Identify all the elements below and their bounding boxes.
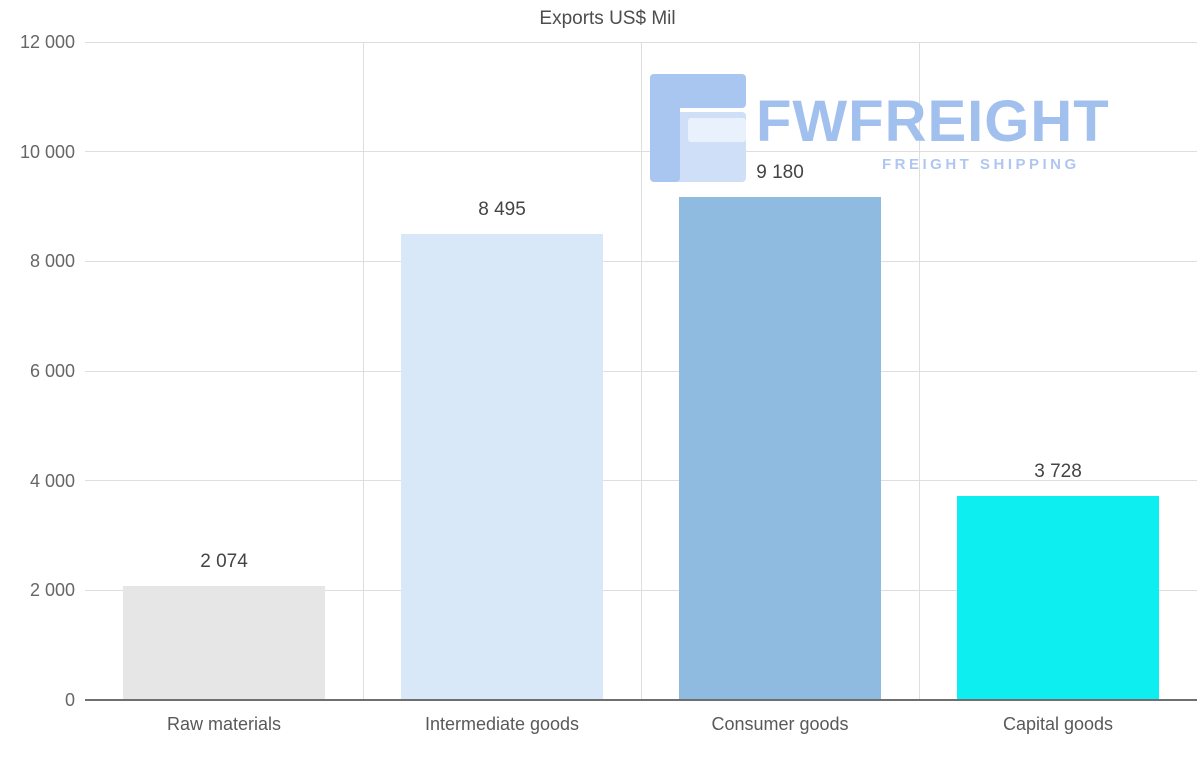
y-tick-label: 12 000 bbox=[19, 32, 75, 52]
y-tick-label: 0 bbox=[64, 690, 75, 710]
x-category-label: Raw materials bbox=[166, 714, 282, 734]
fwfreight-logo-icon bbox=[650, 70, 750, 185]
watermark: FWFREIGHT FREIGHT SHIPPING bbox=[650, 70, 1150, 185]
watermark-brand-text: FWFREIGHT bbox=[756, 89, 1110, 154]
logo-block-middle bbox=[688, 118, 746, 142]
bar-value-label: 3 728 bbox=[1034, 461, 1082, 482]
x-category-label: Consumer goods bbox=[711, 714, 849, 734]
y-tick-label: 2 000 bbox=[29, 580, 75, 601]
gridline-vertical bbox=[363, 42, 364, 700]
watermark-tagline-text: FREIGHT SHIPPING bbox=[882, 156, 1080, 173]
bar-consumer-goods[interactable] bbox=[679, 197, 881, 700]
bar-raw-materials[interactable] bbox=[123, 586, 325, 700]
x-axis-line bbox=[85, 699, 1197, 701]
gridline-vertical bbox=[919, 42, 920, 700]
x-category-label: Capital goods bbox=[1002, 714, 1114, 734]
y-tick-label: 8 000 bbox=[29, 251, 75, 272]
plot-area: 2 074 8 495 9 180 3 728 bbox=[85, 41, 1197, 701]
gridline-vertical bbox=[641, 42, 642, 700]
y-tick-label: 6 000 bbox=[29, 361, 75, 381]
y-tick-label: 4 000 bbox=[29, 470, 75, 491]
bar-value-label: 9 180 bbox=[756, 162, 804, 183]
bar-intermediate-goods[interactable] bbox=[401, 234, 603, 700]
bar-value-label: 8 495 bbox=[478, 199, 526, 220]
chart-title: Exports US$ Mil bbox=[539, 8, 676, 29]
logo-block-top bbox=[650, 74, 746, 108]
x-category-label: Intermediate goods bbox=[424, 714, 580, 734]
bar-capital-goods[interactable] bbox=[957, 496, 1159, 700]
y-tick-label: 10 000 bbox=[19, 141, 75, 162]
bar-value-label: 2 074 bbox=[200, 551, 248, 572]
